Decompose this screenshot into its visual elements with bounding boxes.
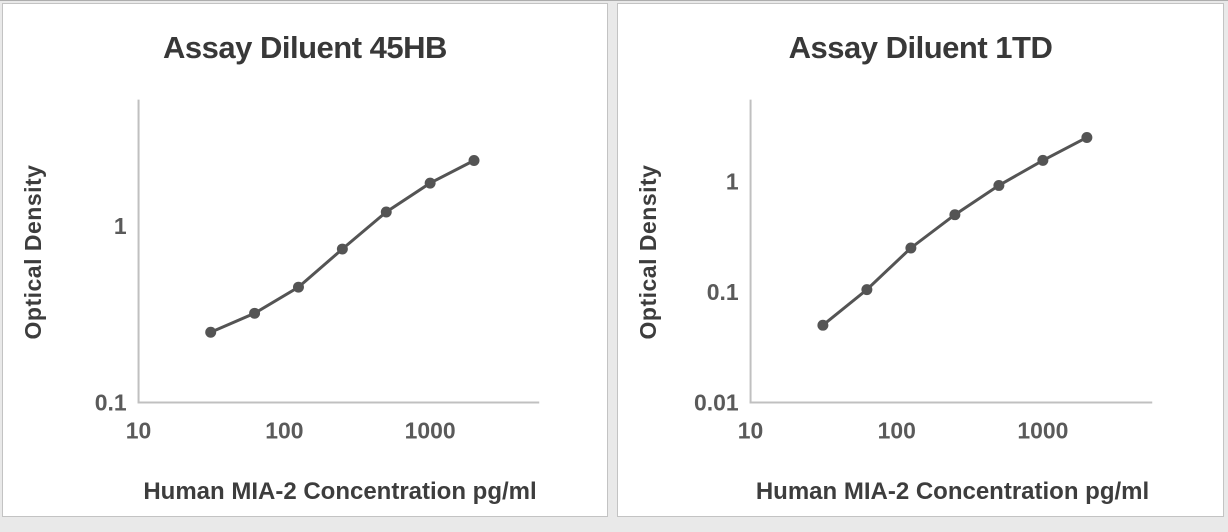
data-point-marker [1037, 154, 1049, 166]
data-point-marker [949, 209, 961, 221]
data-point-marker [336, 243, 348, 255]
series-line [821, 136, 1088, 327]
chart-title: Assay Diluent 45HB [163, 30, 447, 65]
data-point-marker [993, 179, 1005, 191]
chart-title: Assay Diluent 1TD [788, 30, 1053, 65]
data-point-marker [424, 177, 436, 189]
data-point-marker [380, 206, 392, 218]
y-tick-label: 1 [114, 213, 127, 239]
x-tick-label: 10 [126, 417, 151, 443]
y-tick-label: 0.01 [694, 389, 739, 415]
x-tick-label: 1000 [405, 417, 456, 443]
y-tick-label: 0.1 [95, 389, 127, 415]
x-axis-label: Human MIA-2 Concentration pg/ml [143, 478, 537, 505]
y-tick-label: 1 [726, 168, 739, 194]
x-tick-label: 10 [738, 417, 763, 443]
data-point-marker [468, 155, 480, 166]
chart-panel-45hb: 10 100 1000 0.1 1 Assay Diluent 45HB Optical… [2, 3, 608, 517]
data-point-marker [861, 284, 873, 296]
chart-panel-1td: 10 100 1000 0.01 0.1 1 Assay Diluent 1TD Opti… [617, 3, 1224, 517]
data-point-marker [905, 242, 917, 254]
x-tick-label: 1000 [1017, 417, 1068, 443]
y-axis-label: Optical Density [20, 164, 46, 340]
y-tick-label: 0.1 [707, 279, 739, 305]
line-chart-1td: 10 100 1000 0.01 0.1 1 [694, 99, 1153, 443]
x-axis-label: Human MIA-2 Concentration pg/ml [755, 478, 1150, 505]
data-point-marker [205, 326, 217, 338]
data-point-marker [1081, 131, 1093, 143]
line-chart-45hb: 10 100 1000 0.1 1 [95, 99, 540, 443]
data-point-marker [817, 319, 829, 331]
x-tick-label: 100 [265, 417, 303, 443]
data-point-marker [249, 307, 261, 319]
data-point-marker [292, 281, 304, 293]
y-axis-label: Optical Density [635, 164, 661, 340]
x-tick-label: 100 [878, 417, 916, 443]
